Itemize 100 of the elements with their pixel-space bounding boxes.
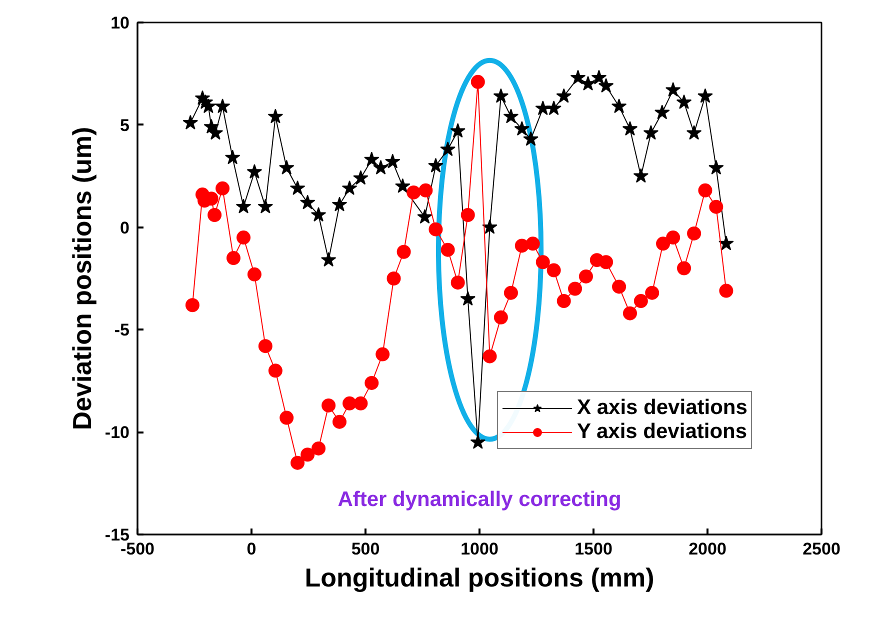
point — [570, 70, 586, 84]
point — [546, 263, 561, 278]
point — [598, 78, 614, 93]
point — [719, 284, 734, 298]
point — [182, 114, 198, 130]
point — [216, 181, 230, 196]
point — [342, 396, 357, 410]
point — [208, 125, 224, 140]
point — [698, 88, 713, 103]
y-tick-label: 5 — [120, 116, 130, 135]
point — [226, 251, 240, 266]
point — [677, 261, 692, 276]
point — [332, 414, 347, 429]
point — [185, 298, 200, 312]
point — [258, 339, 272, 354]
point — [428, 222, 443, 236]
point — [373, 160, 388, 174]
y-tick-label: -10 — [104, 423, 130, 442]
point — [643, 125, 659, 140]
point — [591, 70, 607, 84]
point — [342, 180, 358, 195]
point — [208, 208, 222, 222]
point — [246, 164, 262, 179]
point — [440, 242, 455, 257]
point — [310, 207, 326, 222]
point — [418, 183, 433, 198]
point — [364, 152, 380, 166]
x-tick-label: 2000 — [688, 540, 726, 558]
point — [278, 160, 294, 174]
point — [386, 272, 401, 286]
point — [656, 236, 670, 251]
point — [718, 236, 734, 250]
point — [236, 198, 252, 214]
point — [450, 276, 465, 290]
point — [322, 398, 336, 412]
legend-label: X axis deviations — [577, 396, 748, 420]
point — [268, 364, 282, 378]
x-tick-label: 0 — [246, 540, 256, 558]
point — [611, 98, 627, 114]
point — [494, 310, 508, 324]
point — [536, 255, 550, 270]
point — [698, 183, 712, 198]
point — [687, 226, 702, 240]
point — [460, 290, 476, 306]
point — [406, 185, 421, 200]
point — [320, 252, 336, 267]
x-tick-label: 1500 — [574, 540, 612, 558]
x-tick-label: -500 — [120, 540, 155, 558]
point — [280, 410, 294, 425]
point — [470, 74, 485, 89]
annotation: After dynamically correcting — [338, 488, 622, 512]
y-tick-label: -5 — [114, 320, 130, 340]
point — [493, 88, 509, 103]
point — [353, 170, 368, 185]
point — [247, 267, 262, 282]
point — [470, 434, 486, 449]
point — [503, 108, 519, 124]
point — [612, 280, 626, 294]
point — [580, 76, 596, 91]
point — [568, 282, 582, 296]
point — [622, 306, 637, 320]
point — [268, 108, 284, 124]
point — [654, 104, 670, 120]
point — [376, 347, 390, 362]
point — [200, 98, 216, 114]
point — [665, 82, 681, 97]
point — [290, 180, 306, 195]
point — [396, 244, 411, 259]
legend-label: Y axis deviations — [577, 420, 748, 444]
point — [622, 120, 638, 136]
point — [428, 158, 444, 172]
point — [709, 200, 724, 214]
point — [482, 219, 498, 234]
point — [290, 456, 305, 470]
point — [312, 441, 326, 456]
point — [546, 100, 562, 116]
point — [395, 178, 410, 193]
x-tick-label: 500 — [351, 540, 380, 558]
y-axis-title: Deviation positions (um) — [66, 126, 97, 430]
point — [385, 154, 400, 168]
point — [440, 141, 456, 156]
point — [645, 286, 660, 300]
point — [364, 376, 379, 390]
point — [482, 349, 497, 364]
point — [599, 255, 614, 270]
point — [504, 286, 518, 300]
point — [523, 131, 538, 146]
point — [300, 194, 316, 210]
point — [633, 168, 649, 183]
point — [224, 150, 240, 164]
point — [686, 125, 702, 140]
point — [578, 269, 593, 284]
point — [450, 123, 466, 138]
point — [526, 236, 540, 251]
point — [535, 100, 551, 116]
y-tick-label: 10 — [110, 14, 130, 32]
point — [556, 294, 571, 308]
point — [236, 230, 251, 245]
point — [514, 120, 530, 136]
point — [258, 198, 274, 214]
